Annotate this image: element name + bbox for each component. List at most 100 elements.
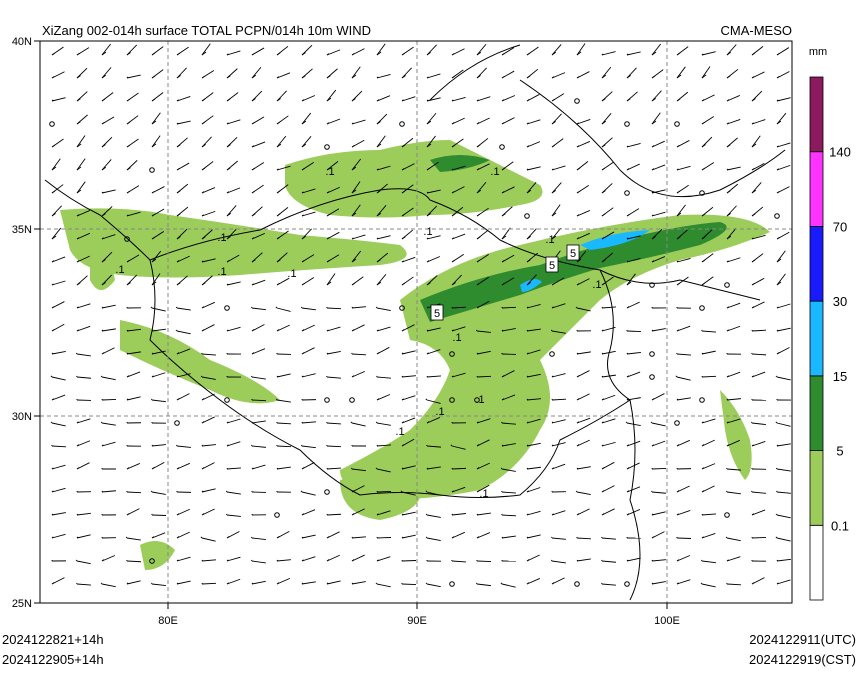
wind-barb xyxy=(152,308,166,311)
calm-mark xyxy=(325,145,330,150)
wind-barb xyxy=(602,113,611,124)
wind-barb xyxy=(176,307,177,308)
calm-mark xyxy=(450,582,455,587)
wind-barb xyxy=(202,583,216,584)
wind-barb xyxy=(252,67,261,78)
wind-barb xyxy=(377,557,390,561)
wind-barb xyxy=(702,376,716,377)
wind-barb xyxy=(302,535,316,538)
wind-barb xyxy=(527,583,529,584)
wind-barb xyxy=(427,98,441,101)
contour-label: .1 xyxy=(545,234,554,246)
colorbar-segment xyxy=(810,152,823,227)
colorbar-segment xyxy=(810,226,823,301)
wind-barb xyxy=(226,491,227,492)
wind-barb xyxy=(202,560,216,561)
contour-label: .1 xyxy=(287,268,296,280)
wind-barb xyxy=(152,445,153,446)
wind-barb xyxy=(777,423,791,426)
contour-label: .1 xyxy=(115,264,124,276)
wind-barb xyxy=(752,354,766,355)
wind-barb xyxy=(52,465,65,469)
wind-barb xyxy=(626,422,627,423)
wind-barb xyxy=(202,188,215,193)
colorbar-label: 30 xyxy=(833,294,847,309)
wind-barb xyxy=(352,354,366,355)
wind-barb xyxy=(677,556,690,561)
wind-barb xyxy=(752,76,754,78)
lon-label: 90E xyxy=(407,615,427,627)
colorbar-label: 140 xyxy=(829,145,851,160)
wind-barb xyxy=(477,376,491,377)
wind-barb xyxy=(477,214,480,216)
wind-barb xyxy=(776,537,777,538)
wind-barb xyxy=(402,283,405,285)
wind-barb xyxy=(652,512,666,515)
wind-barb xyxy=(427,515,441,517)
wind-barb xyxy=(251,560,252,561)
wind-barb xyxy=(652,423,666,426)
wind-barb xyxy=(77,561,91,564)
wind-barb xyxy=(777,53,780,55)
wind-barb xyxy=(102,44,111,55)
wind-barb xyxy=(227,468,241,469)
wind-barb xyxy=(627,558,641,561)
wind-barb xyxy=(702,67,710,78)
wind-barb xyxy=(376,307,377,308)
wind-barb xyxy=(727,258,740,262)
wind-barb xyxy=(227,327,241,331)
calm-mark xyxy=(325,398,330,403)
wind-barb xyxy=(426,583,427,584)
wind-barb xyxy=(127,561,141,562)
wind-barb xyxy=(152,99,155,101)
calm-mark xyxy=(675,421,680,426)
wind-barb xyxy=(402,584,416,585)
wind-barb xyxy=(102,330,103,331)
wind-barb xyxy=(302,374,316,377)
wind-barb xyxy=(152,113,160,124)
wind-barb xyxy=(202,99,205,101)
wind-barb xyxy=(52,145,55,147)
wind-barb xyxy=(452,234,465,239)
wind-barb xyxy=(202,192,204,193)
wind-barb xyxy=(202,467,204,469)
wind-barb xyxy=(377,394,390,400)
wind-barb xyxy=(227,579,240,584)
wind-barb xyxy=(77,354,91,356)
wind-barb xyxy=(376,583,377,584)
wind-barb xyxy=(427,74,440,78)
wind-barb xyxy=(427,261,429,262)
lon-label: 100E xyxy=(654,615,680,627)
wind-barb xyxy=(627,487,640,492)
wind-barb xyxy=(52,228,61,239)
wind-barb xyxy=(477,533,490,538)
wind-barb xyxy=(252,581,266,584)
wind-barb xyxy=(202,354,216,355)
wind-barb xyxy=(677,399,678,400)
calm-mark xyxy=(675,122,680,127)
wind-barb xyxy=(477,514,478,515)
wind-barb xyxy=(202,211,215,216)
wind-barb xyxy=(452,561,466,562)
wind-barb xyxy=(127,330,128,331)
wind-barb xyxy=(202,538,216,541)
wind-barb xyxy=(302,212,315,216)
calm-mark xyxy=(225,398,230,403)
footer-right-2: 2024122919(CST) xyxy=(749,652,856,667)
wind-barb xyxy=(777,191,779,193)
wind-barb xyxy=(177,581,191,584)
wind-barb xyxy=(552,44,561,55)
wind-barb xyxy=(327,327,340,331)
wind-barb xyxy=(227,419,240,423)
wind-barb xyxy=(627,307,629,308)
wind-barb xyxy=(151,491,152,492)
contour-label: .1 xyxy=(592,279,601,291)
wind-barb xyxy=(127,492,141,493)
wind-barb xyxy=(577,398,579,400)
wind-barb xyxy=(702,260,705,262)
wind-barb xyxy=(127,397,141,400)
wind-barb xyxy=(752,182,761,193)
wind-barb xyxy=(701,583,702,584)
wind-barb xyxy=(402,97,415,101)
calm-mark xyxy=(350,398,355,403)
